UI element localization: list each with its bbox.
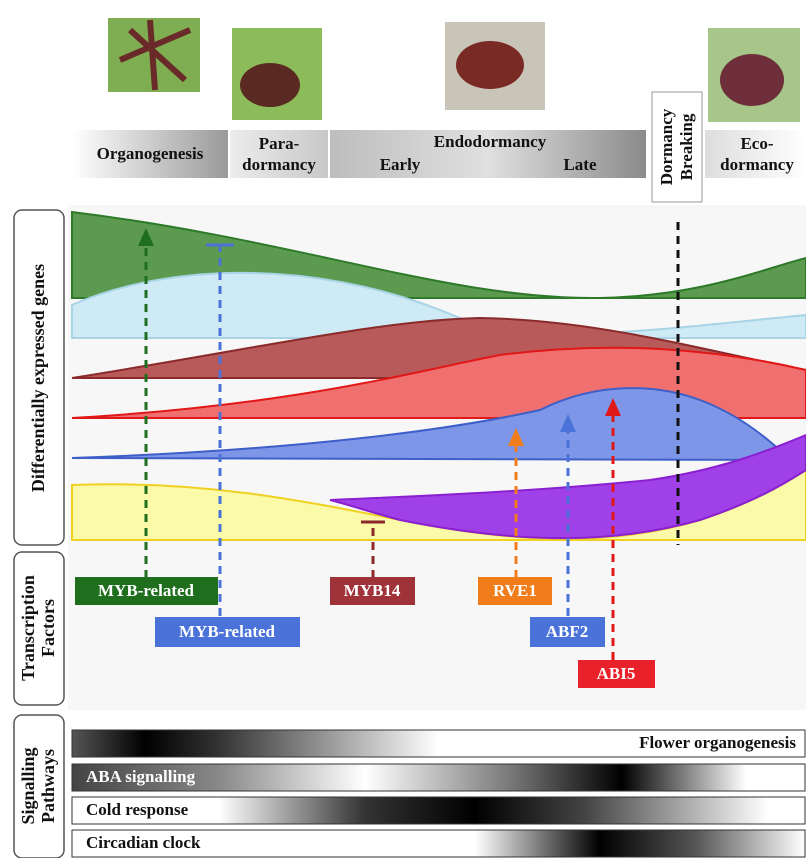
diagram: Organogenesis Para- dormancy Endodormanc… <box>0 0 806 858</box>
side-label: Factors <box>38 599 58 657</box>
side-label: Pathways <box>38 749 58 823</box>
pathway-label: ABA signalling <box>86 767 196 786</box>
stage-label: Dormancy <box>657 108 676 185</box>
tf-label: ABF2 <box>546 622 589 641</box>
tf-label: MYB-related <box>98 581 195 600</box>
side-label: Transcription <box>18 575 38 681</box>
pathways: Flower organogenesis ABA signalling Cold… <box>72 730 805 857</box>
stage-label: dormancy <box>720 155 794 174</box>
pathway-label: Flower organogenesis <box>639 733 796 752</box>
stage-label: Endodormancy <box>434 132 547 151</box>
stage-bar: Organogenesis Para- dormancy Endodormanc… <box>72 92 806 202</box>
stage-label: Early <box>380 155 421 174</box>
side-boxes: Differentially expressed genes Transcrip… <box>14 210 64 858</box>
tf-label: MYB-related <box>179 622 276 641</box>
side-label: Differentially expressed genes <box>28 264 48 492</box>
stage-label: dormancy <box>242 155 316 174</box>
pathway-label: Circadian clock <box>86 833 201 852</box>
tf-label: RVE1 <box>493 581 537 600</box>
pathway-label: Cold response <box>86 800 189 819</box>
tf-label: MYB14 <box>344 581 401 600</box>
stage-label: Para- <box>259 134 300 153</box>
stage-label: Eco- <box>740 134 773 153</box>
side-label: Signalling <box>18 747 38 824</box>
stage-label: Late <box>563 155 597 174</box>
tf-label: ABI5 <box>597 664 636 683</box>
stage-label: Breaking <box>677 113 696 180</box>
stage-label: Organogenesis <box>97 144 204 163</box>
